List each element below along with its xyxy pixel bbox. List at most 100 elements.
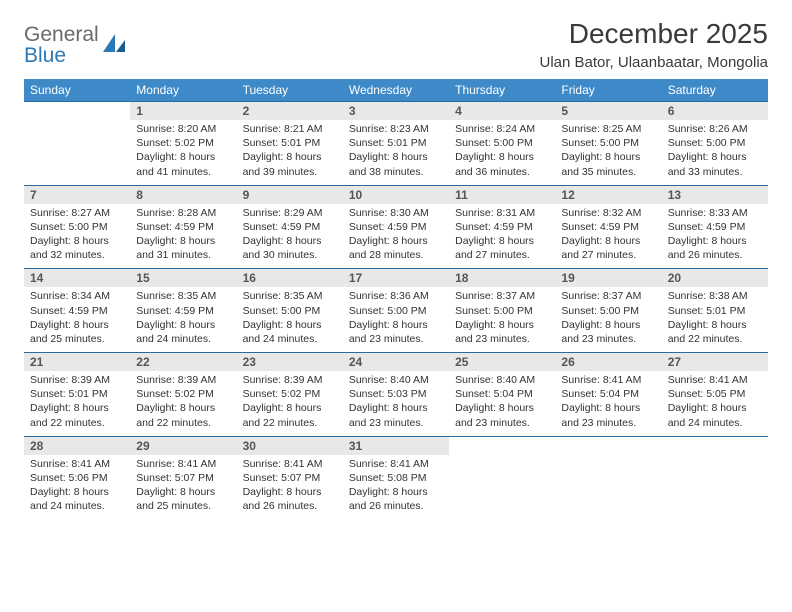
day-line-sr: Sunrise: 8:33 AM	[668, 206, 762, 220]
week-row: 1Sunrise: 8:20 AMSunset: 5:02 PMDaylight…	[24, 102, 768, 186]
day-cell: 5Sunrise: 8:25 AMSunset: 5:00 PMDaylight…	[555, 102, 661, 186]
location-subtitle: Ulan Bator, Ulaanbaatar, Mongolia	[540, 54, 768, 71]
day-cell: 15 Sunrise: 8:35 AMSunset: 4:59 PMDayligh…	[130, 269, 236, 353]
day-line-ss: Sunset: 5:02 PM	[136, 387, 230, 401]
day-data: Sunrise: 8:26 AMSunset: 5:00 PMDaylight:…	[662, 120, 768, 185]
day-line-d1: Daylight: 8 hours	[455, 234, 549, 248]
day-cell: 1 Sunrise: 8:20 AMSunset: 5:02 PMDaylight…	[130, 102, 236, 186]
day-line-ss: Sunset: 5:00 PM	[455, 304, 549, 318]
day-cell: 10Sunrise: 8:30 AMSunset: 4:59 PMDayligh…	[343, 185, 449, 269]
day-cell: 19Sunrise: 8:37 AMSunset: 5:00 PMDayligh…	[555, 269, 661, 353]
day-line-sr: Sunrise: 8:20 AM	[136, 122, 230, 136]
sail-icon	[101, 32, 127, 59]
day-number: 28	[24, 437, 130, 455]
day-line-ss: Sunset: 5:03 PM	[349, 387, 443, 401]
day-cell: 4Sunrise: 8:24 AMSunset: 5:00 PMDaylight…	[449, 102, 555, 186]
week-row: 7Sunrise: 8:27 AMSunset: 5:00 PMDaylight…	[24, 185, 768, 269]
day-line-sr: Sunrise: 8:41 AM	[668, 373, 762, 387]
day-number: 27	[662, 353, 768, 371]
day-line-sr: Sunrise: 8:30 AM	[349, 206, 443, 220]
day-number: 15	[130, 269, 236, 287]
day-data: Sunrise: 8:41 AMSunset: 5:04 PMDaylight:…	[555, 371, 661, 436]
day-number: 1	[130, 102, 236, 120]
day-data: Sunrise: 8:23 AMSunset: 5:01 PMDaylight:…	[343, 120, 449, 185]
day-data: Sunrise: 8:41 AMSunset: 5:07 PMDaylight:…	[237, 455, 343, 520]
day-line-ss: Sunset: 5:00 PM	[243, 304, 337, 318]
day-line-d1: Daylight: 8 hours	[668, 234, 762, 248]
day-line-d2: and 24 minutes.	[668, 416, 762, 430]
day-number: 21	[24, 353, 130, 371]
day-cell: 18Sunrise: 8:37 AMSunset: 5:00 PMDayligh…	[449, 269, 555, 353]
day-data: Sunrise: 8:39 AMSunset: 5:01 PMDaylight:…	[24, 371, 130, 436]
dayhead-sat: Saturday	[662, 79, 768, 102]
brand-logo: General Blue	[24, 24, 127, 66]
day-cell	[449, 436, 555, 519]
day-number: 26	[555, 353, 661, 371]
day-line-ss: Sunset: 5:02 PM	[136, 136, 230, 150]
brand-part1: General	[24, 23, 99, 46]
day-line-ss: Sunset: 5:07 PM	[136, 471, 230, 485]
day-number: 19	[555, 269, 661, 287]
day-line-ss: Sunset: 5:01 PM	[349, 136, 443, 150]
day-line-sr: Sunrise: 8:35 AM	[136, 289, 230, 303]
week-row: 14Sunrise: 8:34 AMSunset: 4:59 PMDayligh…	[24, 269, 768, 353]
day-cell: 17Sunrise: 8:36 AMSunset: 5:00 PMDayligh…	[343, 269, 449, 353]
day-data: Sunrise: 8:27 AMSunset: 5:00 PMDaylight:…	[24, 204, 130, 269]
day-cell: 23 Sunrise: 8:39 AMSunset: 5:02 PMDayligh…	[237, 353, 343, 437]
week-row: 21Sunrise: 8:39 AMSunset: 5:01 PMDayligh…	[24, 353, 768, 437]
day-cell: 2Sunrise: 8:21 AMSunset: 5:01 PMDaylight…	[237, 102, 343, 186]
day-line-ss: Sunset: 4:59 PM	[243, 220, 337, 234]
day-line-d1: Daylight: 8 hours	[349, 485, 443, 499]
day-line-sr: Sunrise: 8:37 AM	[561, 289, 655, 303]
day-line-sr: Sunrise: 8:28 AM	[136, 206, 230, 220]
day-cell: 13Sunrise: 8:33 AMSunset: 4:59 PMDayligh…	[662, 185, 768, 269]
day-line-d1: Daylight: 8 hours	[668, 401, 762, 415]
brand-part2: Blue	[24, 44, 66, 67]
day-line-d2: and 28 minutes.	[349, 248, 443, 262]
day-number: 23	[237, 353, 343, 371]
day-line-d1: Daylight: 8 hours	[349, 150, 443, 164]
day-line-ss: Sunset: 4:59 PM	[30, 304, 124, 318]
day-line-sr: Sunrise: 8:35 AM	[243, 289, 337, 303]
day-line-d1: Daylight: 8 hours	[136, 150, 230, 164]
day-line-ss: Sunset: 5:00 PM	[349, 304, 443, 318]
day-line-d2: and 24 minutes.	[30, 499, 124, 513]
day-cell: 11Sunrise: 8:31 AMSunset: 4:59 PMDayligh…	[449, 185, 555, 269]
day-number: 2	[237, 102, 343, 120]
day-cell: 8Sunrise: 8:28 AMSunset: 4:59 PMDaylight…	[130, 185, 236, 269]
day-line-sr: Sunrise: 8:39 AM	[243, 373, 337, 387]
day-cell: 16Sunrise: 8:35 AMSunset: 5:00 PMDayligh…	[237, 269, 343, 353]
day-number: 14	[24, 269, 130, 287]
day-line-sr: Sunrise: 8:24 AM	[455, 122, 549, 136]
day-line-d2: and 23 minutes.	[455, 416, 549, 430]
day-line-sr: Sunrise: 8:41 AM	[349, 457, 443, 471]
dayhead-thu: Thursday	[449, 79, 555, 102]
day-line-d2: and 26 minutes.	[349, 499, 443, 513]
day-cell	[662, 436, 768, 519]
day-line-d2: and 35 minutes.	[561, 165, 655, 179]
day-line-d1: Daylight: 8 hours	[243, 318, 337, 332]
day-line-sr: Sunrise: 8:39 AM	[136, 373, 230, 387]
day-number: 25	[449, 353, 555, 371]
day-line-d1: Daylight: 8 hours	[30, 318, 124, 332]
day-data: Sunrise: 8:40 AMSunset: 5:03 PMDaylight:…	[343, 371, 449, 436]
day-line-d1: Daylight: 8 hours	[30, 234, 124, 248]
day-cell: 14Sunrise: 8:34 AMSunset: 4:59 PMDayligh…	[24, 269, 130, 353]
day-line-ss: Sunset: 5:02 PM	[243, 387, 337, 401]
day-cell: 31Sunrise: 8:41 AMSunset: 5:08 PMDayligh…	[343, 436, 449, 519]
day-line-sr: Sunrise: 8:31 AM	[455, 206, 549, 220]
dayhead-mon: Monday	[130, 79, 236, 102]
day-line-sr: Sunrise: 8:41 AM	[136, 457, 230, 471]
day-line-d1: Daylight: 8 hours	[243, 234, 337, 248]
day-line-d1: Daylight: 8 hours	[136, 318, 230, 332]
day-line-d1: Daylight: 8 hours	[136, 401, 230, 415]
day-line-d2: and 23 minutes.	[561, 332, 655, 346]
day-data: Sunrise: 8:40 AMSunset: 5:04 PMDaylight:…	[449, 371, 555, 436]
day-line-d1: Daylight: 8 hours	[243, 401, 337, 415]
day-line-sr: Sunrise: 8:39 AM	[30, 373, 124, 387]
day-line-d1: Daylight: 8 hours	[30, 485, 124, 499]
day-line-ss: Sunset: 4:59 PM	[136, 304, 230, 318]
day-line-d2: and 26 minutes.	[668, 248, 762, 262]
day-number: 20	[662, 269, 768, 287]
day-line-ss: Sunset: 5:00 PM	[30, 220, 124, 234]
